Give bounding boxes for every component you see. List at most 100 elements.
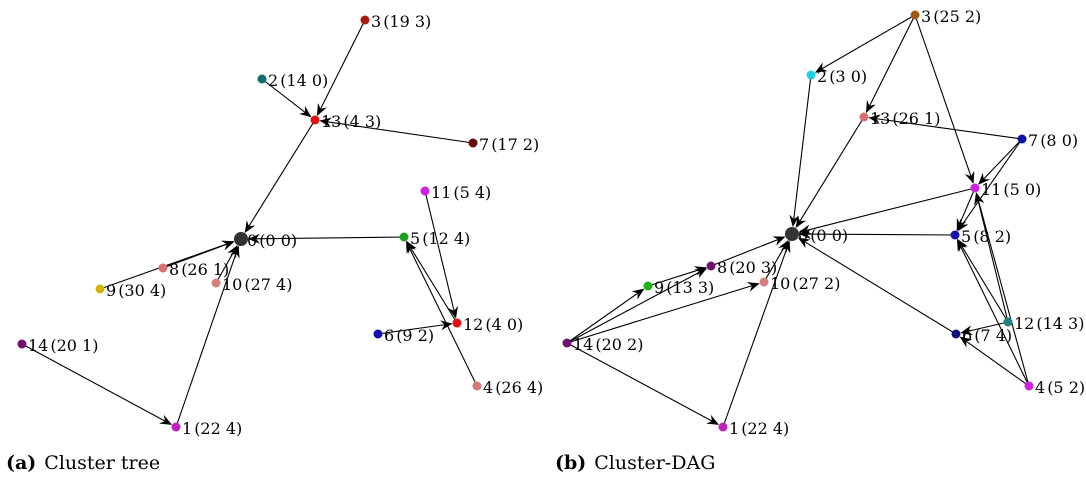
node-meta-10: (27 4) <box>244 275 292 294</box>
edge-12-to-5 <box>957 238 1009 323</box>
node-id-1: 1 <box>729 419 739 438</box>
node-label-10: 10 (27 2) <box>770 274 840 293</box>
node-13 <box>859 112 869 122</box>
node-id-12: 12 <box>463 315 483 334</box>
caption-b-tag: (b) <box>555 452 587 474</box>
node-meta-14: (20 1) <box>50 336 98 355</box>
node-2 <box>806 70 816 80</box>
caption-a: (a) Cluster tree <box>6 452 160 474</box>
node-meta-13: (4 3) <box>343 112 381 131</box>
node-7 <box>1017 134 1027 144</box>
node-meta-6: (9 2) <box>396 326 434 345</box>
node-meta-12: (4 0) <box>485 315 523 334</box>
node-label-2: 2 (3 0) <box>817 67 867 86</box>
node-id-7: 7 <box>1028 131 1038 150</box>
node-label-11: 11 (5 0) <box>981 180 1041 199</box>
node-meta-8: (20 3) <box>729 258 777 277</box>
node-meta-0: (0 0) <box>259 231 297 250</box>
node-meta-11: (5 0) <box>1003 180 1041 199</box>
node-meta-14: (20 2) <box>595 335 643 354</box>
node-id-3: 3 <box>921 7 931 26</box>
edge-4-to-6 <box>959 336 1030 387</box>
edge-4-to-5 <box>956 239 1030 387</box>
node-label-0: 0 (0 0) <box>798 226 848 245</box>
node-11 <box>970 183 980 193</box>
node-meta-1: (22 4) <box>194 419 242 438</box>
node-5 <box>399 232 409 242</box>
node-meta-13: (26 1) <box>892 109 940 128</box>
node-14 <box>562 338 572 348</box>
node-id-10: 10 <box>770 274 790 293</box>
node-1 <box>171 422 181 432</box>
edge-7-to-11 <box>978 138 1023 185</box>
node-9 <box>95 284 105 294</box>
edge-14-to-8 <box>566 268 708 344</box>
node-label-3: 3 (19 3) <box>371 12 431 31</box>
cluster-tree-panel: 0 (0 0) 1 (22 4) 2 (14 0) 3 (19 3) 4 (26 4) 5 (12 4… <box>17 12 543 438</box>
edge-4-to-11 <box>974 192 1030 387</box>
node-0 <box>785 227 799 241</box>
node-label-14: 14 (20 1) <box>28 336 98 355</box>
node-id-13: 13 <box>870 109 890 128</box>
caption-b: (b) Cluster-DAG <box>555 452 715 474</box>
node-meta-1: (22 4) <box>741 419 789 438</box>
edge-14-to-10 <box>566 282 760 344</box>
node-label-6: 6 (7 4) <box>962 326 1012 345</box>
edge-11-to-12 <box>424 190 458 319</box>
edge-3-to-13 <box>865 14 916 113</box>
graph-canvas: 0 (0 0)1 (22 4)2 (14 0)3 (19 3)4 (26 4)5 (12 4… <box>17 7 1085 438</box>
edge-1-to-0 <box>175 245 240 428</box>
node-label-14: 14 (20 2) <box>573 335 643 354</box>
node-meta-3: (19 3) <box>383 12 431 31</box>
node-id-3: 3 <box>371 12 381 31</box>
edge-14-to-1 <box>566 342 720 425</box>
node-meta-9: (30 4) <box>118 281 166 300</box>
node-id-11: 11 <box>431 183 451 202</box>
node-meta-4: (5 2) <box>1047 378 1085 397</box>
node-meta-4: (26 4) <box>495 378 543 397</box>
edge-7-to-13 <box>868 114 1023 140</box>
node-label-0: 0 (0 0) <box>247 231 297 250</box>
node-label-9: 9 (13 3) <box>654 278 714 297</box>
node-id-10: 10 <box>222 275 242 294</box>
edge-12-to-6 <box>960 321 1009 336</box>
node-5 <box>950 230 960 240</box>
node-12 <box>1003 317 1013 327</box>
node-3 <box>360 15 370 25</box>
cluster-dag-panel: 0 (0 0)1 (22 4)2 (3 0)3 (25 2)4 (5 2)5 (8 2)6(… <box>562 7 1085 438</box>
edge-5-to-0 <box>247 233 405 244</box>
edge-8-to-0 <box>710 236 786 267</box>
node-meta-12: (14 3) <box>1036 314 1084 333</box>
edge-6-to-0 <box>797 237 957 335</box>
node-2 <box>257 74 267 84</box>
node-8 <box>706 261 716 271</box>
node-id-9: 9 <box>654 278 664 297</box>
node-id-2: 2 <box>817 67 827 86</box>
node-label-12: 12 (14 3) <box>1014 314 1084 333</box>
node-id-8: 8 <box>169 260 179 279</box>
node-label-6: 6 (9 2) <box>384 326 434 345</box>
node-id-0: 0 <box>247 231 257 250</box>
node-meta-11: (5 4) <box>453 183 491 202</box>
edge-13-to-0 <box>244 119 316 234</box>
node-label-13: 13 (4 3) <box>321 112 381 131</box>
node-id-1: 1 <box>182 419 192 438</box>
caption-a-text: Cluster tree <box>44 452 161 474</box>
node-10 <box>211 278 221 288</box>
node-label-1: 1 (22 4) <box>182 419 242 438</box>
node-7 <box>468 138 478 148</box>
node-8 <box>158 263 168 273</box>
node-label-3: 3 (25 2) <box>921 7 981 26</box>
node-10 <box>759 277 769 287</box>
node-id-14: 14 <box>28 336 48 355</box>
edge-3-to-2 <box>814 14 916 73</box>
node-meta-2: (14 0) <box>280 71 328 90</box>
edge-14-to-9 <box>566 288 645 344</box>
edge-13-to-0 <box>795 116 865 229</box>
edge-11-to-5 <box>956 187 976 231</box>
node-label-11: 11 (5 4) <box>431 183 491 202</box>
node-id-12: 12 <box>1014 314 1034 333</box>
node-id-8: 8 <box>717 258 727 277</box>
edge-14-to-1 <box>21 343 173 425</box>
node-label-4: 4 (26 4) <box>483 378 543 397</box>
